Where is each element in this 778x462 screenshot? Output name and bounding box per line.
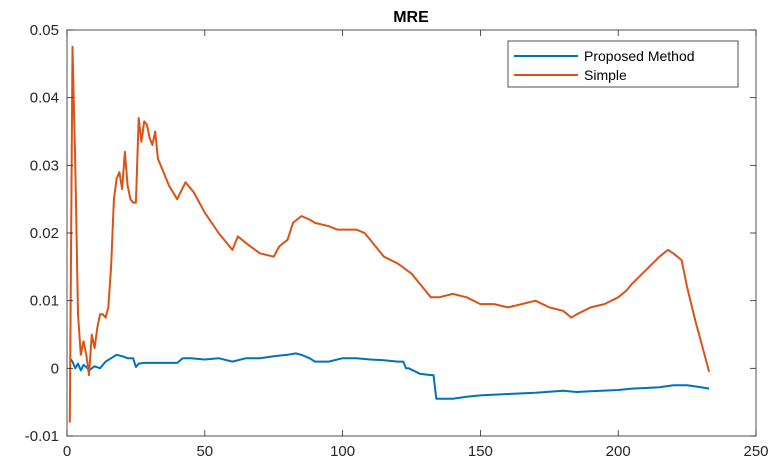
legend-label-proposed-method: Proposed Method: [584, 48, 695, 64]
y-tick-label: 0.04: [30, 90, 59, 107]
x-tick-label: 100: [330, 443, 355, 460]
y-tick-label: 0.02: [30, 225, 59, 242]
x-tick-label: 50: [196, 443, 213, 460]
legend: Proposed Method Simple: [507, 40, 739, 88]
series-layer: [68, 45, 711, 423]
y-tick-label: -0.01: [25, 428, 59, 445]
y-tick-label: 0.05: [30, 22, 59, 39]
y-tick-label: 0.01: [30, 293, 59, 310]
series-line-proposed-method: [69, 352, 710, 400]
chart-title: MRE: [393, 9, 429, 26]
x-tick-label: 200: [606, 443, 631, 460]
y-tick-label: 0: [51, 360, 59, 377]
series-line-simple: [68, 45, 711, 423]
y-tick-label: 0.03: [30, 157, 59, 174]
x-tick-label: 250: [743, 443, 768, 460]
legend-label-simple: Simple: [584, 67, 627, 83]
plot-area: [67, 30, 756, 436]
x-tick-label: 0: [63, 443, 71, 460]
legend-box: [507, 40, 739, 88]
x-tick-label: 150: [468, 443, 493, 460]
axes-layer: 0 50 100 150 200 250-0.0100.010.020.030.040.0…: [25, 22, 769, 460]
